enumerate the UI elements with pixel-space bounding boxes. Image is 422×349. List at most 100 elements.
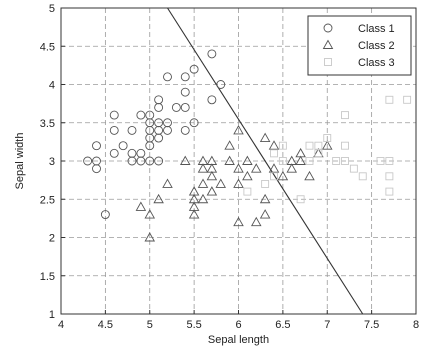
- data-point: [153, 193, 164, 204]
- data-point: [250, 163, 262, 173]
- y-tick-label: 2.5: [40, 194, 55, 206]
- data-point: [286, 163, 298, 173]
- data-point: [83, 156, 93, 166]
- data-point: [270, 172, 278, 181]
- y-tick-label: 3.5: [40, 118, 55, 130]
- data-point: [163, 118, 172, 128]
- y-tick-label: 1.5: [40, 271, 55, 283]
- y-tick-label: 4: [49, 80, 55, 92]
- data-point: [163, 125, 172, 135]
- data-point: [135, 201, 147, 211]
- data-point: [349, 164, 358, 173]
- data-point: [233, 124, 244, 135]
- data-point: [295, 147, 306, 158]
- data-point: [243, 187, 252, 196]
- data-point: [242, 170, 253, 181]
- data-point: [145, 156, 155, 166]
- x-tick-label: 7: [324, 319, 330, 331]
- data-point: [92, 156, 101, 166]
- data-point: [295, 155, 306, 165]
- series-square: [243, 95, 412, 204]
- data-point: [224, 155, 235, 165]
- x-tick-label: 7.5: [364, 319, 379, 331]
- data-point: [385, 172, 394, 181]
- x-tick-label: 4.5: [98, 319, 113, 331]
- data-point: [136, 110, 146, 120]
- data-point: [144, 209, 156, 219]
- data-point: [188, 201, 200, 211]
- x-tick-label: 6.5: [275, 319, 290, 331]
- decision-boundary-line: [167, 7, 364, 315]
- grid: [61, 8, 416, 314]
- data-point: [197, 155, 209, 165]
- data-point: [189, 64, 199, 74]
- legend-label: Class 3: [358, 57, 395, 69]
- data-point: [286, 155, 298, 165]
- data-point: [154, 125, 164, 135]
- data-point: [180, 125, 190, 135]
- data-point: [154, 156, 164, 166]
- data-point: [385, 187, 394, 196]
- data-point: [305, 157, 314, 165]
- data-point: [304, 170, 315, 181]
- series-triangle: [135, 124, 333, 242]
- data-point: [127, 125, 137, 135]
- data-point: [233, 163, 244, 173]
- data-point: [278, 157, 287, 165]
- data-point: [332, 157, 341, 165]
- data-point: [206, 155, 218, 165]
- data-points: [83, 49, 412, 242]
- data-point: [180, 87, 190, 97]
- x-tick-label: 5.5: [186, 319, 201, 331]
- decision-boundary: [167, 7, 364, 315]
- data-point: [270, 149, 278, 158]
- data-point: [323, 134, 332, 143]
- y-tick-label: 4.5: [40, 41, 55, 53]
- data-point: [259, 132, 271, 143]
- x-tick-label: 5: [147, 319, 153, 331]
- y-axis-label: Sepal width: [14, 133, 26, 190]
- y-tick-label: 1: [49, 309, 55, 321]
- legend: Class 1 Class 2 Class 3: [307, 15, 412, 76]
- data-point: [376, 157, 385, 165]
- data-point: [109, 110, 119, 120]
- data-point: [403, 95, 412, 104]
- data-point: [207, 95, 217, 105]
- data-point: [341, 111, 349, 120]
- data-point: [385, 157, 394, 165]
- data-point: [341, 141, 349, 150]
- data-point: [215, 178, 227, 188]
- data-point: [118, 141, 128, 151]
- data-point: [321, 140, 333, 150]
- data-point: [261, 179, 270, 188]
- data-point: [100, 210, 110, 220]
- data-point: [224, 140, 235, 150]
- data-point: [207, 49, 217, 59]
- data-point: [268, 140, 280, 150]
- data-point: [197, 178, 209, 188]
- data-point: [154, 95, 164, 105]
- y-tick-label: 5: [49, 3, 55, 15]
- legend-marker-triangle: [322, 39, 334, 49]
- x-axis-label: Sepal length: [208, 334, 269, 346]
- data-point: [358, 172, 367, 181]
- y-axis-ticks: 1 1.5 2 2.5 3 3.5 4 4.5 5: [40, 3, 65, 321]
- data-point: [180, 102, 190, 112]
- data-point: [109, 125, 119, 135]
- x-tick-label: 8: [413, 319, 419, 331]
- data-point: [189, 118, 199, 128]
- data-point: [385, 95, 394, 104]
- data-point: [171, 102, 181, 112]
- data-point: [277, 170, 289, 181]
- data-point: [188, 193, 200, 204]
- data-point: [136, 148, 146, 158]
- x-tick-label: 6: [235, 319, 241, 331]
- data-point: [216, 80, 226, 89]
- data-point: [154, 118, 164, 128]
- data-point: [197, 163, 209, 173]
- data-point: [296, 195, 305, 204]
- data-point: [259, 193, 271, 204]
- data-point: [92, 164, 101, 174]
- data-point: [188, 209, 200, 219]
- data-point: [127, 148, 137, 158]
